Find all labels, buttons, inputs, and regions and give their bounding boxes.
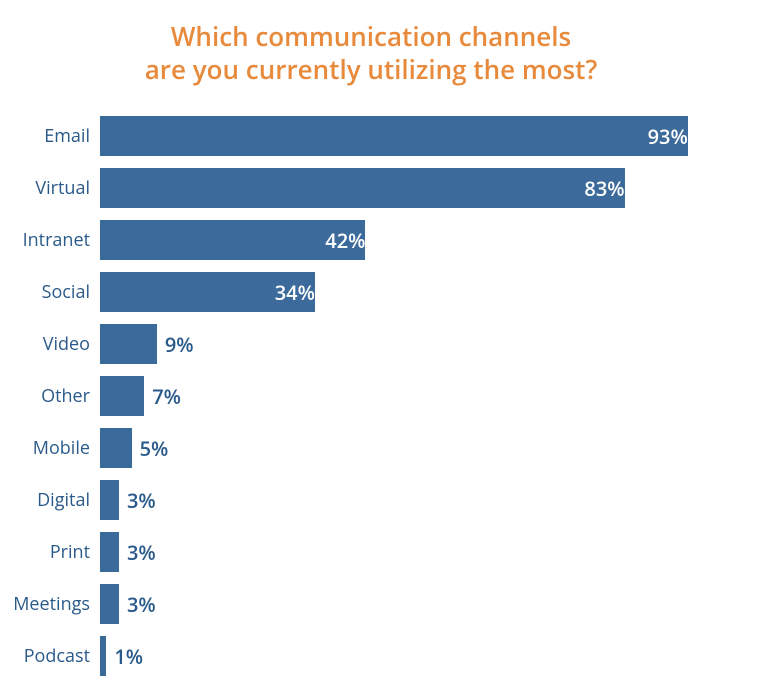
chart-row: Social34% bbox=[10, 269, 732, 315]
category-label: Intranet bbox=[10, 228, 100, 252]
chart-row: Podcast1% bbox=[10, 633, 732, 679]
bar-track: 34% bbox=[100, 272, 732, 312]
category-label: Meetings bbox=[10, 592, 100, 616]
bar bbox=[100, 376, 144, 416]
bar-track: 3% bbox=[100, 532, 732, 572]
chart-row: Print 3% bbox=[10, 529, 732, 575]
bar-chart: Email93%Virtual83%Intranet42%Social34%Vi… bbox=[10, 113, 732, 685]
value-label: 3% bbox=[119, 584, 156, 624]
value-label: 5% bbox=[132, 428, 169, 468]
category-label: Other bbox=[10, 384, 100, 408]
category-label: Mobile bbox=[10, 436, 100, 460]
chart-row: Mobile 5% bbox=[10, 425, 732, 471]
chart-row: Virtual83% bbox=[10, 165, 732, 211]
chart-row: Intranet42% bbox=[10, 217, 732, 263]
bar-track: 3% bbox=[100, 584, 732, 624]
chart-row: Video 9% bbox=[10, 321, 732, 367]
bar bbox=[100, 324, 157, 364]
chart-row: Other 7% bbox=[10, 373, 732, 419]
value-label: 34% bbox=[100, 272, 315, 312]
bar bbox=[100, 480, 119, 520]
category-label: Video bbox=[10, 332, 100, 356]
category-label: Virtual bbox=[10, 176, 100, 200]
chart-row: Email93% bbox=[10, 113, 732, 159]
bar-track: 7% bbox=[100, 376, 732, 416]
value-label: 93% bbox=[100, 116, 688, 156]
chart-title-line1: Which communication channels bbox=[171, 18, 571, 54]
category-label: Print bbox=[10, 540, 100, 564]
chart-title: Which communication channels are you cur… bbox=[10, 20, 732, 85]
bar-track: 42% bbox=[100, 220, 732, 260]
value-label: 1% bbox=[106, 636, 143, 676]
category-label: Digital bbox=[10, 488, 100, 512]
chart-title-line2: are you currently utilizing the most? bbox=[145, 51, 598, 87]
bar bbox=[100, 532, 119, 572]
bar-track: 3% bbox=[100, 480, 732, 520]
bar bbox=[100, 428, 132, 468]
bar-track: 93% bbox=[100, 116, 732, 156]
bar-track: 5% bbox=[100, 428, 732, 468]
bar-track: 9% bbox=[100, 324, 732, 364]
bar-track: 1% bbox=[100, 636, 732, 676]
value-label: 42% bbox=[100, 220, 365, 260]
category-label: Email bbox=[10, 124, 100, 148]
category-label: Social bbox=[10, 280, 100, 304]
value-label: 7% bbox=[144, 376, 181, 416]
value-label: 83% bbox=[100, 168, 625, 208]
bar-track: 83% bbox=[100, 168, 732, 208]
value-label: 9% bbox=[157, 324, 194, 364]
category-label: Podcast bbox=[10, 644, 100, 668]
chart-row: Meetings 3% bbox=[10, 581, 732, 627]
value-label: 3% bbox=[119, 480, 156, 520]
bar bbox=[100, 584, 119, 624]
value-label: 3% bbox=[119, 532, 156, 572]
chart-row: Digital 3% bbox=[10, 477, 732, 523]
